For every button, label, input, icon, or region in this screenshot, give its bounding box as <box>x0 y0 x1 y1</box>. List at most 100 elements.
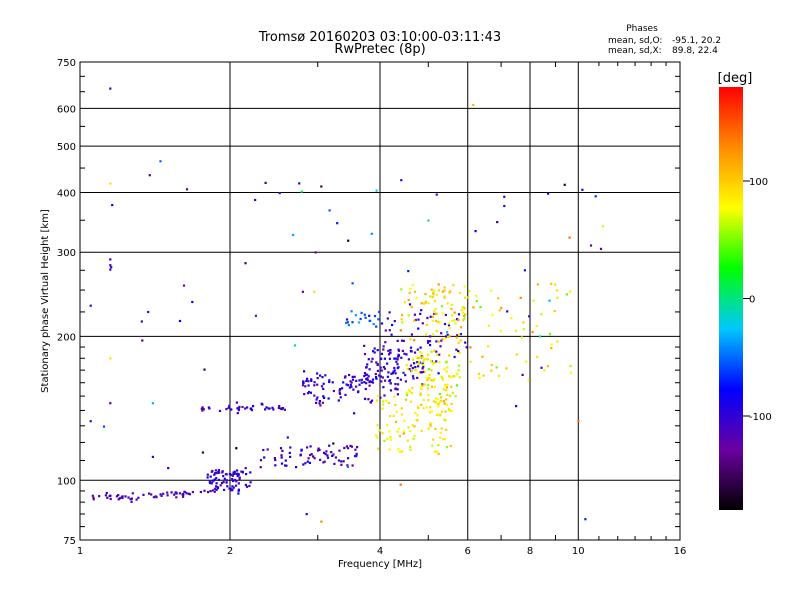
data-point <box>420 371 424 374</box>
data-point <box>411 424 414 427</box>
data-point <box>332 453 335 456</box>
colorbar-label: [deg] <box>718 71 753 86</box>
data-point <box>448 375 451 378</box>
data-point <box>345 383 348 386</box>
data-point <box>408 303 412 306</box>
data-point <box>316 377 319 380</box>
data-point <box>397 366 400 369</box>
data-point <box>236 474 239 478</box>
data-point <box>393 366 396 370</box>
colorbar-tick-label: 0 <box>749 295 755 306</box>
data-point <box>386 317 389 320</box>
data-point <box>427 340 430 343</box>
data-point <box>410 305 413 309</box>
data-point <box>331 454 334 457</box>
data-point <box>364 387 367 391</box>
data-point <box>375 434 378 437</box>
data-point <box>215 485 218 488</box>
data-point <box>398 450 401 453</box>
data-point <box>203 368 206 371</box>
data-point <box>334 456 337 459</box>
data-point <box>381 432 384 435</box>
data-point <box>435 450 439 453</box>
data-point <box>370 232 373 235</box>
data-point <box>288 451 291 454</box>
data-point <box>413 351 417 354</box>
data-point <box>406 391 409 394</box>
data-point <box>115 495 118 498</box>
data-point <box>386 362 389 365</box>
data-point <box>351 321 354 324</box>
data-point <box>382 403 385 406</box>
data-point <box>487 345 490 348</box>
data-point <box>279 407 282 410</box>
data-point <box>395 410 399 413</box>
data-point <box>432 293 435 296</box>
data-point <box>419 393 422 397</box>
data-point <box>447 324 451 327</box>
data-point <box>397 349 401 352</box>
data-point <box>404 380 407 383</box>
data-point <box>569 365 572 368</box>
data-point <box>236 469 239 472</box>
data-point <box>448 354 451 357</box>
data-point <box>421 384 424 387</box>
data-point <box>316 383 319 386</box>
data-point <box>354 448 357 451</box>
data-point <box>271 406 274 409</box>
data-point <box>394 383 397 386</box>
data-point <box>353 412 356 415</box>
data-point <box>497 374 501 377</box>
data-point <box>439 431 442 434</box>
data-point <box>451 391 454 394</box>
y-axis: 75 100 200 300 400 500 600 750 <box>57 58 680 547</box>
data-point <box>416 361 419 364</box>
data-point <box>381 407 384 410</box>
data-point <box>568 290 572 293</box>
data-point <box>411 358 415 361</box>
data-point <box>496 221 499 224</box>
data-point <box>523 269 526 272</box>
data-point <box>306 377 309 380</box>
data-point <box>283 408 286 411</box>
data-point <box>425 376 428 380</box>
data-point <box>434 307 437 311</box>
data-point <box>448 409 451 412</box>
data-point <box>348 373 351 377</box>
data-point <box>234 484 238 487</box>
data-point <box>118 497 121 500</box>
data-point <box>148 492 151 495</box>
data-point <box>309 445 312 448</box>
data-point <box>397 348 400 351</box>
y-axis-label: Stationary phase Virtual Height [km] <box>40 209 51 393</box>
data-point <box>109 268 112 271</box>
data-point <box>577 420 580 423</box>
data-point <box>390 333 393 336</box>
data-point <box>244 483 247 486</box>
data-point <box>425 357 428 360</box>
y-tick-label: 75 <box>63 536 76 547</box>
data-point <box>367 358 370 361</box>
data-point <box>417 372 420 375</box>
data-point <box>244 407 247 410</box>
data-point <box>405 363 408 367</box>
data-point <box>228 404 231 407</box>
data-point <box>467 296 470 299</box>
data-point <box>375 361 378 364</box>
data-point <box>152 496 155 499</box>
data-point <box>553 310 556 313</box>
data-point <box>505 367 508 370</box>
data-point <box>285 464 288 467</box>
data-point <box>377 447 380 450</box>
data-point <box>346 447 350 450</box>
data-point <box>117 498 120 501</box>
data-point <box>432 379 435 382</box>
data-point <box>422 365 425 368</box>
data-point <box>444 410 447 413</box>
data-point <box>372 350 375 353</box>
data-point <box>527 379 530 382</box>
data-point <box>365 366 368 369</box>
data-point <box>408 291 411 294</box>
data-point <box>250 407 253 410</box>
data-point <box>447 335 450 338</box>
